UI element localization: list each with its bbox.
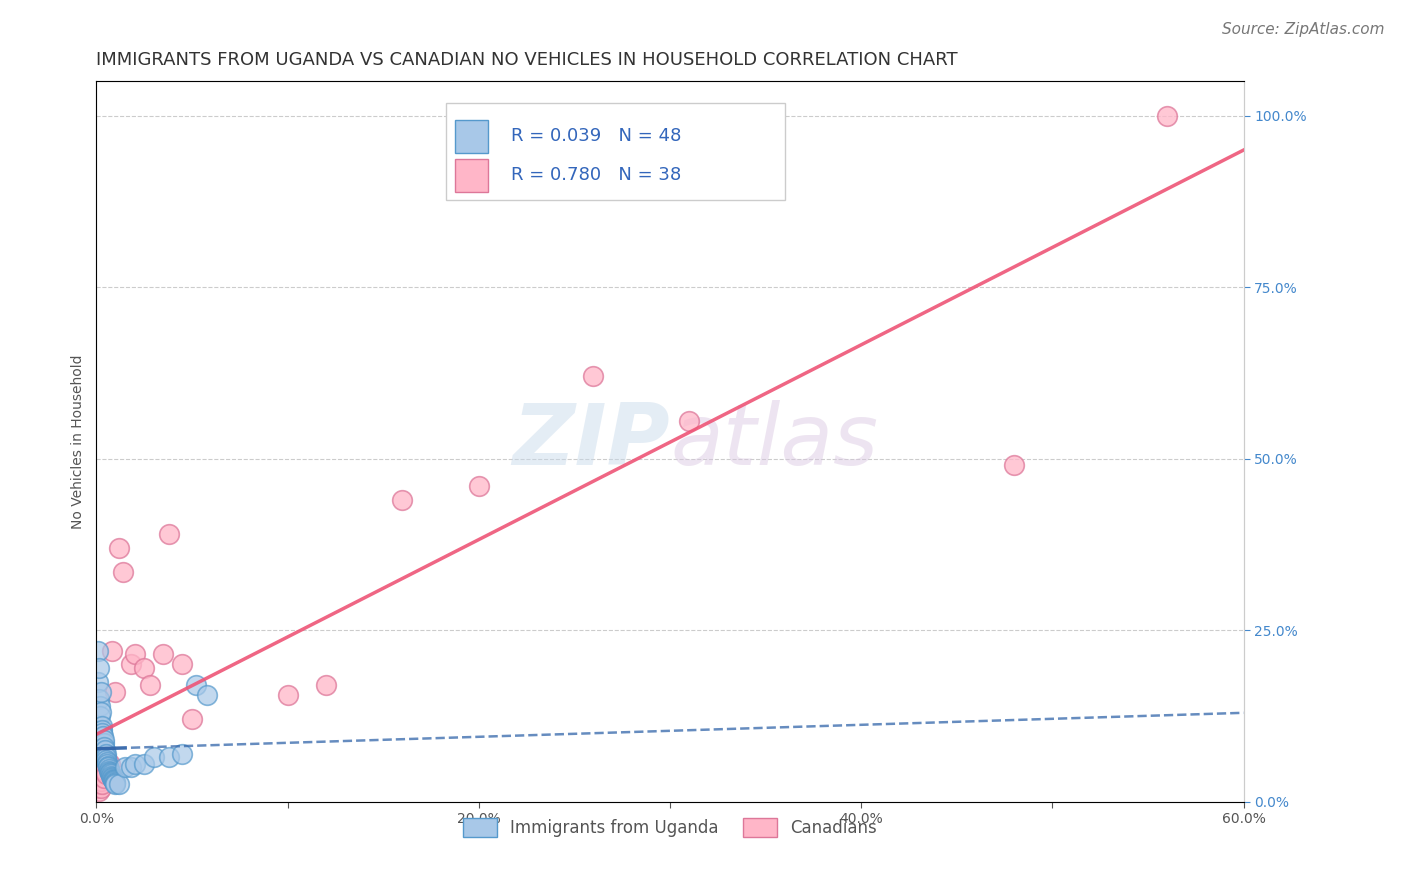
Point (96, 756, 118, 771)
Point (97, 759, 120, 773)
Point (87, 784, 110, 798)
Point (90, 780, 112, 795)
Point (100, 643, 122, 657)
Text: R = 0.039   N = 48: R = 0.039 N = 48 (510, 128, 681, 145)
Point (87, 774, 110, 789)
Point (152, 647, 174, 661)
Point (96, 755, 118, 769)
Point (97, 760, 120, 774)
Point (87, 674, 110, 689)
Point (120, 760, 142, 774)
FancyBboxPatch shape (446, 103, 785, 200)
Legend: Immigrants from Uganda, Canadians: Immigrants from Uganda, Canadians (457, 811, 883, 844)
Point (94, 743, 117, 757)
Point (108, 777, 131, 791)
Point (98, 756, 121, 771)
Point (112, 565, 135, 579)
Text: R = 0.780   N = 38: R = 0.780 N = 38 (510, 166, 681, 184)
Point (1002, 458, 1025, 473)
Y-axis label: No Vehicles in Household: No Vehicles in Household (72, 354, 86, 529)
Point (91, 726, 114, 740)
Point (101, 771, 124, 785)
Point (96, 753, 118, 767)
Point (94, 764, 117, 778)
Point (103, 773, 125, 788)
Point (93, 736, 115, 750)
Point (108, 541, 131, 555)
Point (93, 739, 115, 754)
Point (315, 678, 337, 692)
Point (94, 747, 117, 761)
Point (86, 780, 108, 795)
Point (181, 712, 204, 726)
Point (98, 766, 121, 780)
Point (134, 756, 156, 771)
Text: ZIP: ZIP (512, 400, 671, 483)
Point (97, 760, 120, 774)
FancyBboxPatch shape (456, 160, 488, 192)
Point (100, 768, 122, 782)
Point (100, 770, 122, 784)
Point (89, 767, 111, 781)
Point (94, 750, 117, 764)
Point (104, 685, 127, 699)
Point (93, 771, 115, 785)
Point (94, 767, 117, 781)
FancyBboxPatch shape (456, 120, 488, 153)
Point (87, 661, 110, 675)
Point (157, 527, 180, 541)
Point (101, 772, 124, 787)
Point (89, 771, 111, 785)
Point (157, 750, 180, 764)
Point (93, 732, 115, 747)
Point (89, 709, 111, 723)
Point (87, 643, 110, 657)
Point (104, 776, 127, 790)
Point (90, 685, 112, 699)
Point (124, 647, 146, 661)
Point (87, 777, 110, 791)
Point (96, 753, 118, 767)
Point (89, 698, 111, 713)
Point (91, 777, 114, 791)
Text: Source: ZipAtlas.com: Source: ZipAtlas.com (1222, 22, 1385, 37)
Point (91, 723, 114, 737)
Point (89, 777, 111, 791)
Point (142, 750, 165, 764)
Point (91, 756, 114, 771)
Point (90, 706, 112, 720)
Point (678, 414, 700, 428)
Point (277, 688, 299, 702)
Point (139, 678, 162, 692)
Point (90, 756, 112, 771)
Point (120, 657, 142, 672)
Point (172, 657, 194, 672)
Text: IMMIGRANTS FROM UGANDA VS CANADIAN NO VEHICLES IN HOUSEHOLD CORRELATION CHART: IMMIGRANTS FROM UGANDA VS CANADIAN NO VE… (97, 51, 957, 69)
Point (97, 762, 120, 776)
Point (104, 777, 127, 791)
Point (468, 479, 491, 493)
Point (172, 747, 194, 761)
Point (90, 719, 112, 733)
Point (98, 764, 121, 778)
Point (100, 767, 122, 781)
Point (101, 772, 124, 786)
Point (89, 691, 111, 706)
Point (91, 730, 114, 744)
Point (391, 492, 413, 507)
Point (134, 661, 156, 675)
Point (582, 369, 605, 384)
Point (1156, 109, 1178, 123)
Point (98, 765, 121, 780)
Point (90, 774, 112, 789)
Point (124, 756, 146, 771)
Point (114, 760, 136, 774)
Point (103, 774, 125, 789)
Point (184, 678, 207, 692)
Text: atlas: atlas (671, 400, 877, 483)
Point (195, 688, 218, 702)
Point (103, 775, 125, 789)
